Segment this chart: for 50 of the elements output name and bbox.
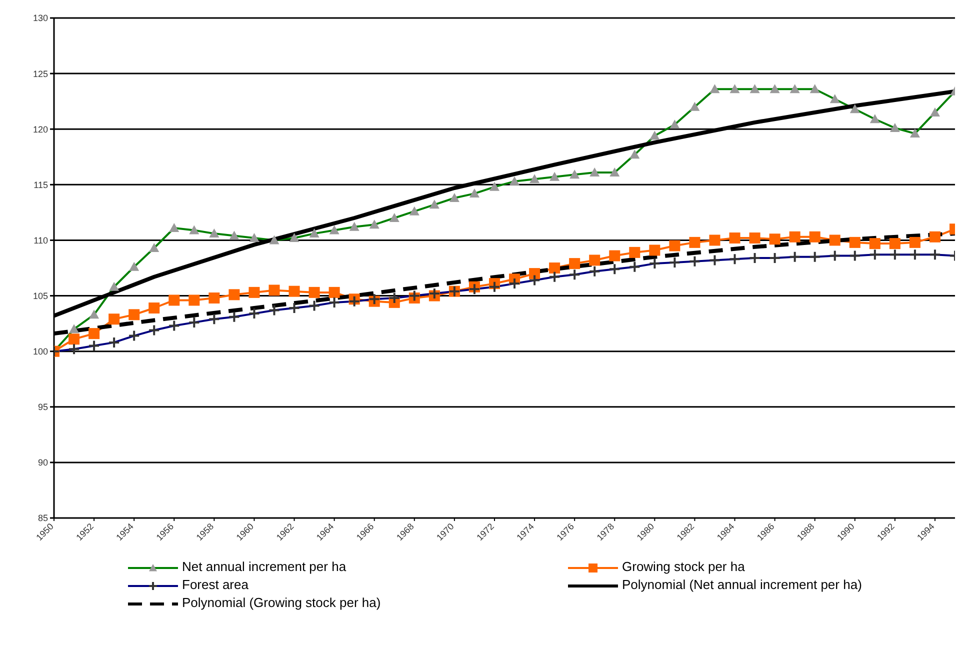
- y-tick-label: 130: [32, 13, 48, 24]
- y-tick-label: 125: [32, 68, 48, 79]
- point: [909, 236, 920, 248]
- point: [849, 236, 860, 248]
- point: [308, 286, 320, 298]
- point: [168, 294, 180, 306]
- point: [869, 238, 880, 250]
- legend-label: Forest area: [182, 577, 248, 592]
- y-tick-label: 115: [34, 180, 48, 190]
- point: [769, 234, 780, 245]
- point: [188, 294, 200, 306]
- point: [569, 258, 580, 270]
- point: [88, 328, 100, 340]
- point: [829, 234, 840, 246]
- y-tick-label: 120: [32, 124, 48, 134]
- point: [208, 292, 220, 304]
- point: [689, 236, 700, 248]
- y-tick-label: 85: [38, 513, 48, 524]
- legend-label: Growing stock per ha: [622, 559, 745, 574]
- point: [128, 309, 140, 320]
- point: [529, 268, 540, 280]
- y-tick-label: 100: [32, 346, 48, 357]
- point: [889, 238, 900, 250]
- y-tick-label: 110: [34, 235, 48, 246]
- point: [709, 234, 720, 246]
- point: [789, 231, 800, 242]
- point: [248, 286, 260, 298]
- point: [328, 286, 340, 298]
- point: [268, 284, 280, 296]
- point: [749, 232, 760, 244]
- y-tick-label: 90: [38, 458, 48, 468]
- point: [729, 232, 740, 244]
- point: [549, 262, 560, 274]
- point: [809, 231, 820, 242]
- legend-label: Net annual increment per ha: [182, 559, 346, 574]
- point: [609, 250, 620, 262]
- legend-label: Polynomial (Net annual increment per ha): [622, 577, 862, 592]
- point: [649, 244, 660, 256]
- point: [629, 246, 640, 258]
- point: [108, 314, 120, 325]
- y-tick-label: 95: [38, 402, 48, 412]
- point: [228, 289, 240, 300]
- point: [68, 334, 80, 345]
- y-tick-label: 105: [32, 290, 48, 301]
- point: [929, 231, 940, 242]
- point: [148, 302, 160, 314]
- point: [288, 286, 300, 297]
- point: [589, 254, 600, 266]
- point: [669, 240, 680, 252]
- legend-label: Polynomial (Growing stock per ha): [182, 595, 381, 610]
